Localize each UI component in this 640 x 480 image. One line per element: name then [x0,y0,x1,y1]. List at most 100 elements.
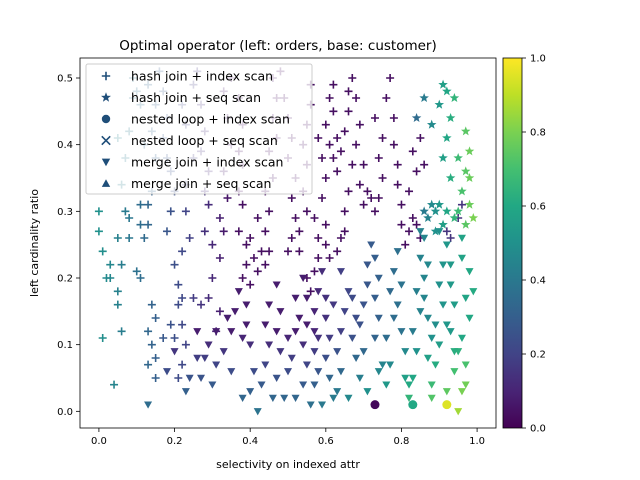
point-plus-102 [234,227,243,236]
point-star-8 [442,133,452,143]
point-triangle-down-107 [423,354,432,362]
point-triangle-down-59 [336,368,345,376]
point-plus-164 [352,94,361,102]
point-plus-186 [401,240,410,249]
point-circle-1 [408,400,418,410]
point-triangle-down-17 [246,341,255,349]
point-triangle-down-49 [310,308,319,316]
point-star-7 [449,93,460,103]
point-triangle-down-19 [246,388,255,396]
point-plus-111 [253,267,262,276]
point-triangle-down-90 [393,301,402,309]
chart-title: Optimal operator (left: orders, base: cu… [119,38,437,54]
point-plus-202 [348,160,357,169]
point-triangle-down-128 [461,294,470,302]
point-plus-48 [178,294,187,302]
point-triangle-down-1 [162,368,171,376]
point-plus-206 [442,227,451,236]
point-triangle-down-106 [427,334,436,342]
point-plus-191 [408,147,417,156]
legend-box [85,63,313,195]
point-plus-180 [389,114,398,122]
point-triangle-down-110 [435,341,444,349]
point-triangle-down-33 [291,394,300,402]
point-triangle-down-11 [227,328,236,336]
point-triangle-down-7 [204,341,213,349]
point-plus-78 [204,200,213,209]
point-plus-53 [151,314,160,322]
legend-label: hash join + index scan [131,69,273,84]
point-triangle-down-139 [363,388,372,396]
point-triangle-down-117 [446,281,455,289]
colorbar-tick-label: 0.2 [530,350,546,361]
point-plus-144 [310,267,319,276]
point-plus-207 [446,234,455,242]
point-triangle-down-108 [427,381,436,389]
point-triangle-down-38 [299,274,308,282]
point-plus-172 [370,207,379,216]
point-plus-26 [136,220,145,229]
point-triangle-down-93 [401,374,410,382]
point-plus-133 [295,247,304,256]
point-star-22 [442,206,452,216]
colorbar-tick-label: 1.0 [530,54,546,65]
point-triangle-down-70 [359,348,368,356]
point-star-27 [419,206,429,216]
point-triangle-down-71 [355,321,364,329]
point-star-20 [453,206,463,216]
point-plus-56 [147,340,156,349]
point-plus-5 [110,380,119,389]
point-triangle-down-41 [299,341,308,349]
point-triangle-down-135 [427,394,436,402]
point-plus-49 [174,300,183,309]
point-plus-135 [302,207,311,216]
point-triangle-down-100 [420,274,429,282]
point-triangle-down-137 [405,381,414,389]
point-plus-55 [144,327,153,336]
point-plus-8 [117,327,126,336]
point-triangle-down-145 [208,381,217,389]
point-plus-187 [405,227,414,236]
point-plus-59 [151,374,160,382]
point-triangle-down-86 [386,288,395,296]
legend-label: merge join + seq scan [131,176,271,191]
point-star-10 [445,173,456,183]
point-plus-201 [321,240,330,249]
point-plus-189 [405,187,414,196]
point-triangle-down-94 [405,394,414,402]
point-plus-79 [200,227,209,236]
point-triangle-down-98 [416,308,425,316]
x-axis-label: selectivity on indexed attr [216,458,360,471]
point-plus-158 [333,167,342,176]
point-triangle-down-81 [378,361,387,369]
point-triangle-down-3 [181,388,190,396]
point-triangle-down-46 [314,368,323,376]
point-plus-181 [389,140,398,149]
point-plus-184 [397,200,406,209]
point-triangle-down-65 [348,294,357,302]
y-tick-label: 0.0 [57,407,73,418]
point-plus-115 [265,207,274,216]
point-triangle-down-13 [238,334,247,342]
point-triangle-down-29 [276,348,285,356]
legend-marker-plus [101,71,111,81]
point-triangle-down-26 [272,281,281,289]
point-triangle-down-43 [299,381,308,389]
point-plus-109 [253,214,262,222]
point-plus-7 [113,287,122,296]
point-triangle-down-150 [329,301,338,309]
x-tick-label: 0.6 [318,436,334,447]
point-triangle-down-102 [420,234,429,242]
point-circle-2 [442,400,452,410]
point-triangle-down-79 [374,314,383,322]
point-triangle-down-143 [238,394,247,402]
point-plus-178 [382,94,391,102]
point-triangle-down-88 [393,248,402,256]
point-triangle-down-119 [446,328,455,336]
point-triangle-down-39 [302,294,311,302]
point-star-4 [438,79,448,89]
point-plus-151 [325,140,334,149]
point-plus-27 [140,234,149,242]
point-triangle-down-133 [435,228,444,236]
